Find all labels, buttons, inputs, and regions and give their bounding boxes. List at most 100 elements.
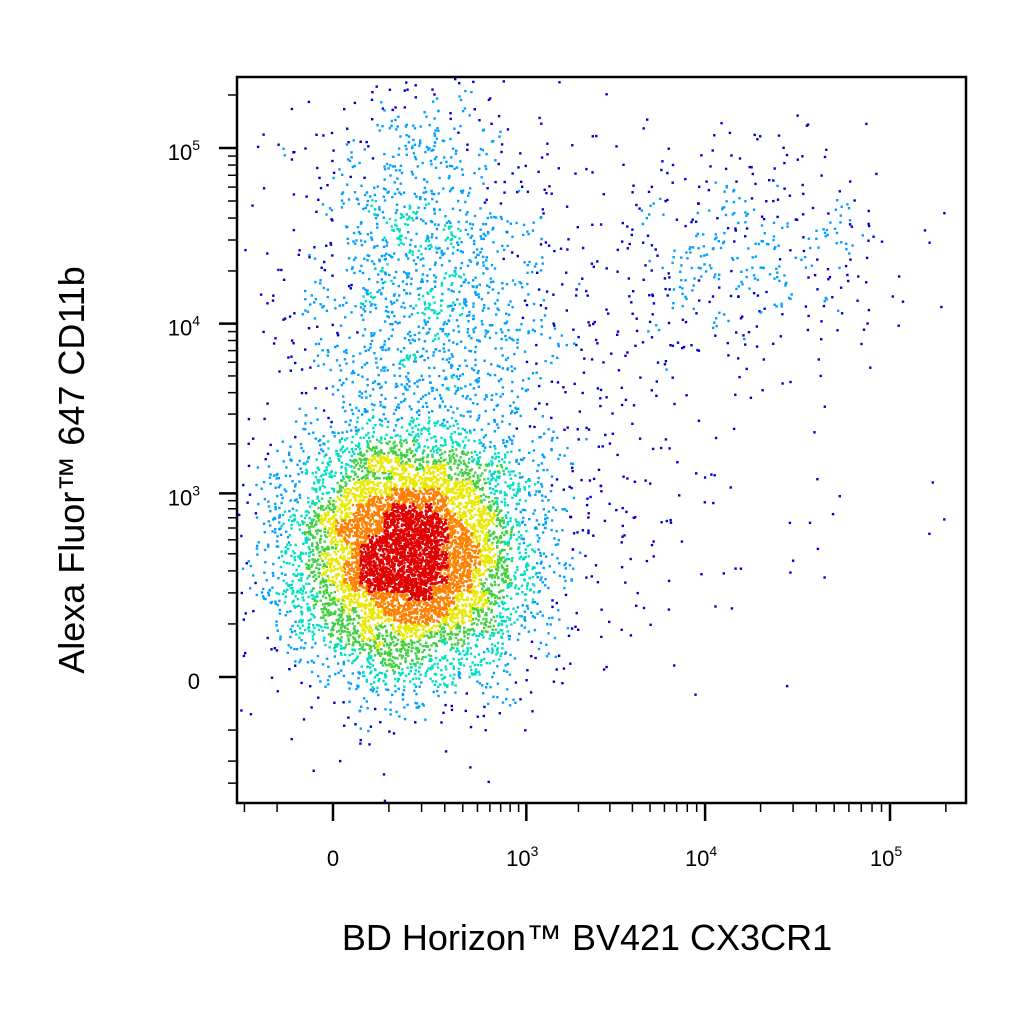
data-point: [333, 590, 336, 594]
data-point: [497, 460, 501, 463]
data-point: [608, 502, 611, 505]
data-point: [497, 583, 500, 587]
data-point: [454, 691, 457, 694]
data-point: [753, 133, 756, 137]
data-point: [393, 644, 396, 647]
data-point: [292, 193, 296, 196]
data-point: [372, 262, 376, 266]
data-point: [372, 475, 375, 478]
data-point: [338, 487, 342, 490]
data-point: [357, 409, 360, 412]
data-point: [467, 461, 470, 464]
data-point: [411, 145, 414, 148]
data-point: [650, 269, 653, 272]
data-point: [449, 314, 452, 317]
data-point: [304, 641, 307, 645]
data-point: [404, 438, 408, 442]
data-point: [322, 508, 326, 511]
data-point: [616, 248, 619, 252]
data-point: [449, 221, 452, 225]
data-point: [723, 313, 726, 316]
data-point: [417, 442, 420, 445]
data-point: [266, 252, 269, 255]
data-point: [434, 261, 437, 264]
data-point: [303, 531, 307, 534]
data-point: [429, 657, 432, 661]
data-point: [526, 584, 529, 587]
data-point: [731, 213, 734, 216]
data-point: [496, 502, 499, 505]
data-point: [645, 216, 648, 220]
data-point: [454, 472, 457, 476]
data-point: [300, 613, 304, 616]
data-point: [745, 268, 749, 272]
data-point: [294, 664, 297, 667]
data-point: [439, 636, 443, 639]
data-point: [526, 607, 530, 610]
data-point: [369, 292, 372, 295]
data-point: [489, 569, 492, 573]
data-point: [314, 523, 318, 526]
data-point: [352, 644, 355, 647]
data-point: [427, 331, 430, 334]
data-point: [744, 343, 747, 346]
data-point: [739, 317, 743, 320]
data-point: [441, 330, 444, 333]
data-point: [404, 653, 408, 656]
data-point: [452, 341, 455, 344]
data-point: [323, 260, 326, 264]
data-point: [486, 216, 489, 220]
data-point: [317, 571, 320, 575]
data-point: [354, 242, 357, 245]
data-point: [532, 459, 535, 462]
data-point: [501, 282, 504, 285]
data-point: [340, 602, 343, 605]
data-point: [383, 271, 387, 274]
data-point: [508, 473, 512, 476]
data-point: [541, 531, 545, 534]
data-point: [642, 606, 646, 610]
data-point: [319, 582, 322, 585]
data-point: [304, 463, 307, 466]
data-point: [424, 198, 427, 201]
data-point: [744, 200, 747, 203]
data-point: [458, 95, 461, 98]
data-point: [293, 514, 296, 517]
data-point: [475, 644, 478, 647]
data-point: [273, 647, 276, 650]
data-point: [765, 290, 768, 294]
data-point: [869, 366, 872, 369]
data-point: [412, 211, 415, 214]
data-point: [364, 474, 368, 477]
data-point: [322, 478, 325, 481]
data-point: [384, 239, 387, 242]
data-point: [359, 644, 362, 647]
data-point: [308, 574, 311, 577]
data-point: [459, 456, 462, 459]
data-point: [399, 350, 403, 353]
data-point: [725, 186, 728, 189]
data-point: [474, 358, 477, 361]
data-point: [393, 445, 396, 448]
data-point: [358, 352, 362, 355]
data-point: [353, 101, 357, 105]
data-point: [317, 551, 321, 554]
data-point: [379, 329, 382, 332]
data-point: [485, 259, 488, 262]
data-point: [516, 338, 519, 341]
data-point: [349, 287, 352, 290]
data-point: [801, 183, 804, 187]
data-point: [341, 173, 344, 176]
data-point: [931, 481, 934, 484]
data-point: [346, 237, 349, 241]
data-point: [587, 529, 590, 532]
data-point: [749, 396, 753, 399]
data-point: [727, 354, 730, 357]
data-point: [428, 268, 432, 271]
data-point: [471, 223, 475, 226]
data-point: [422, 704, 425, 707]
data-point: [501, 701, 505, 704]
data-point: [524, 729, 527, 732]
data-point: [469, 646, 472, 650]
data-point: [370, 670, 373, 673]
